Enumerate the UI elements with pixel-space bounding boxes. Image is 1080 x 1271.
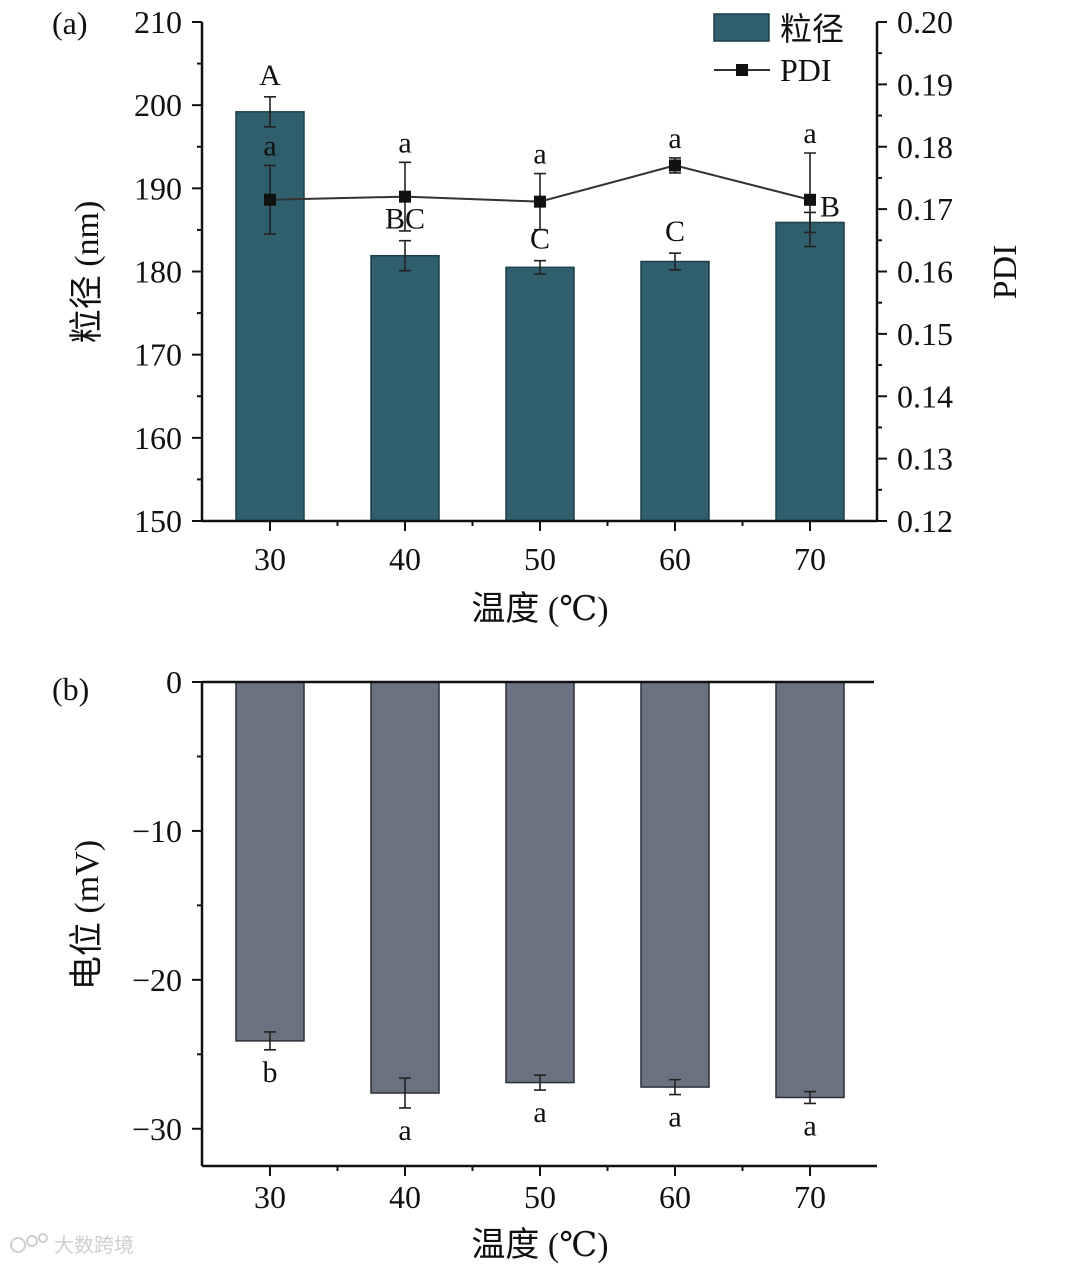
y2-tick-label-0.20: 0.20 <box>897 4 953 40</box>
sig-label-pdi-40: a <box>398 126 411 159</box>
y-axis-title-a: 粒径 (nm) <box>68 201 106 344</box>
x-tick-label-b-30: 30 <box>254 1179 286 1215</box>
x-tick-label-40: 40 <box>389 541 421 577</box>
y-tick-label-170: 170 <box>134 337 182 373</box>
pdi-point-60 <box>669 159 681 172</box>
sig-label-potential-60: a <box>668 1101 681 1134</box>
bar-potential-30 <box>235 681 305 1042</box>
y-axis-title-b: 电位 (mV) <box>68 840 106 990</box>
x-tick-label-b-50: 50 <box>524 1179 556 1215</box>
x-tick-label-60: 60 <box>659 541 691 577</box>
y2-axis-title-a: PDI <box>987 245 1024 300</box>
x-tick-label-50: 50 <box>524 541 556 577</box>
bar-potential-50 <box>505 681 575 1084</box>
sig-label-pdi-70: a <box>803 117 816 150</box>
y-tick-label-b: −20 <box>132 962 182 998</box>
y-tick-label-150: 150 <box>134 503 182 539</box>
y2-tick-label-0.14: 0.14 <box>897 378 953 414</box>
legend-label-size: 粒径 <box>780 11 844 47</box>
pdi-point-70 <box>804 193 816 206</box>
y2-tick-label-0.12: 0.12 <box>897 503 953 539</box>
bar-size-70 <box>775 221 845 522</box>
panel-label-b: (b) <box>52 671 89 707</box>
y2-tick-label-0.13: 0.13 <box>897 441 953 477</box>
y-tick-label-210: 210 <box>134 4 182 40</box>
y2-tick-label-0.15: 0.15 <box>897 316 953 352</box>
legend-label-pdi: PDI <box>780 52 832 88</box>
sig-label-pdi-60: a <box>668 122 681 155</box>
error-bar-potential-40 <box>399 1077 411 1109</box>
panel-label-a: (a) <box>52 5 88 41</box>
error-bar-potential-60 <box>669 1078 681 1096</box>
x-axis-title-a: 温度 (℃) <box>471 590 608 628</box>
y-tick-label-b: 0 <box>166 664 182 700</box>
watermark: 大数跨境 <box>10 1233 134 1257</box>
sig-label-pdi-50: a <box>533 138 546 171</box>
bar-size-40 <box>370 254 440 522</box>
x-tick-label-70: 70 <box>794 541 826 577</box>
error-bar-size-50 <box>534 259 546 275</box>
error-bar-potential-70 <box>804 1090 816 1105</box>
error-bar-size-60 <box>669 252 681 271</box>
x-tick-label-b-60: 60 <box>659 1179 691 1215</box>
legend-swatch-pdi-marker <box>736 64 748 76</box>
bar-potential-40 <box>370 681 440 1094</box>
sig-label-potential-50: a <box>533 1096 546 1129</box>
error-bar-potential-50 <box>534 1074 546 1091</box>
y2-tick-label-0.19: 0.19 <box>897 66 953 102</box>
y-tick-label-b: −10 <box>132 813 182 849</box>
error-bar-size-40 <box>399 239 411 272</box>
sig-label-potential-70: a <box>803 1109 816 1142</box>
sig-label-potential-40: a <box>398 1114 411 1147</box>
legend-a: 粒径 PDI <box>713 11 844 88</box>
bar-size-50 <box>505 266 575 522</box>
sig-label-size-70: B <box>820 190 840 223</box>
sig-label-pdi-30: a <box>263 129 276 162</box>
y-tick-label-b: −30 <box>132 1111 182 1147</box>
pdi-point-40 <box>399 190 411 203</box>
bar-potential-70 <box>775 681 845 1099</box>
y-tick-label-200: 200 <box>134 87 182 123</box>
sig-label-size-50: C <box>530 223 550 256</box>
y-tick-label-190: 190 <box>134 170 182 206</box>
watermark-text: 大数跨境 <box>54 1234 134 1257</box>
y2-tick-label-0.18: 0.18 <box>897 129 953 165</box>
watermark-logo-icon <box>10 1233 48 1253</box>
sig-label-size-40: BC <box>385 203 425 236</box>
sig-label-size-30: A <box>259 59 281 92</box>
error-bar-size-30 <box>264 96 276 128</box>
x-axis-title-b: 温度 (℃) <box>471 1226 608 1264</box>
legend-swatch-size <box>713 13 770 42</box>
x-tick-label-30: 30 <box>254 541 286 577</box>
y2-tick-label-0.17: 0.17 <box>897 191 953 227</box>
x-tick-label-b-70: 70 <box>794 1179 826 1215</box>
y-tick-label-180: 180 <box>134 254 182 290</box>
bar-potential-60 <box>640 681 710 1088</box>
pdi-point-30 <box>264 193 276 206</box>
panel-b-chart: b a a a a 0 −10 −20 −30 30 40 50 60 70 温度 (℃) 电位 (mV) (b… <box>52 664 877 1264</box>
sig-label-size-60: C <box>665 215 685 248</box>
pdi-point-50 <box>534 195 546 208</box>
panel-a-chart: A BC C C Ba a a a a 150 160 170 180 190 200 210 0.12 0.13… <box>52 4 1024 628</box>
x-tick-label-b-40: 40 <box>389 1179 421 1215</box>
y-tick-label-160: 160 <box>134 420 182 456</box>
sig-label-potential-30: b <box>263 1056 278 1089</box>
error-bar-potential-30 <box>264 1031 276 1051</box>
y2-tick-label-0.16: 0.16 <box>897 254 953 290</box>
bar-size-60 <box>640 260 710 522</box>
